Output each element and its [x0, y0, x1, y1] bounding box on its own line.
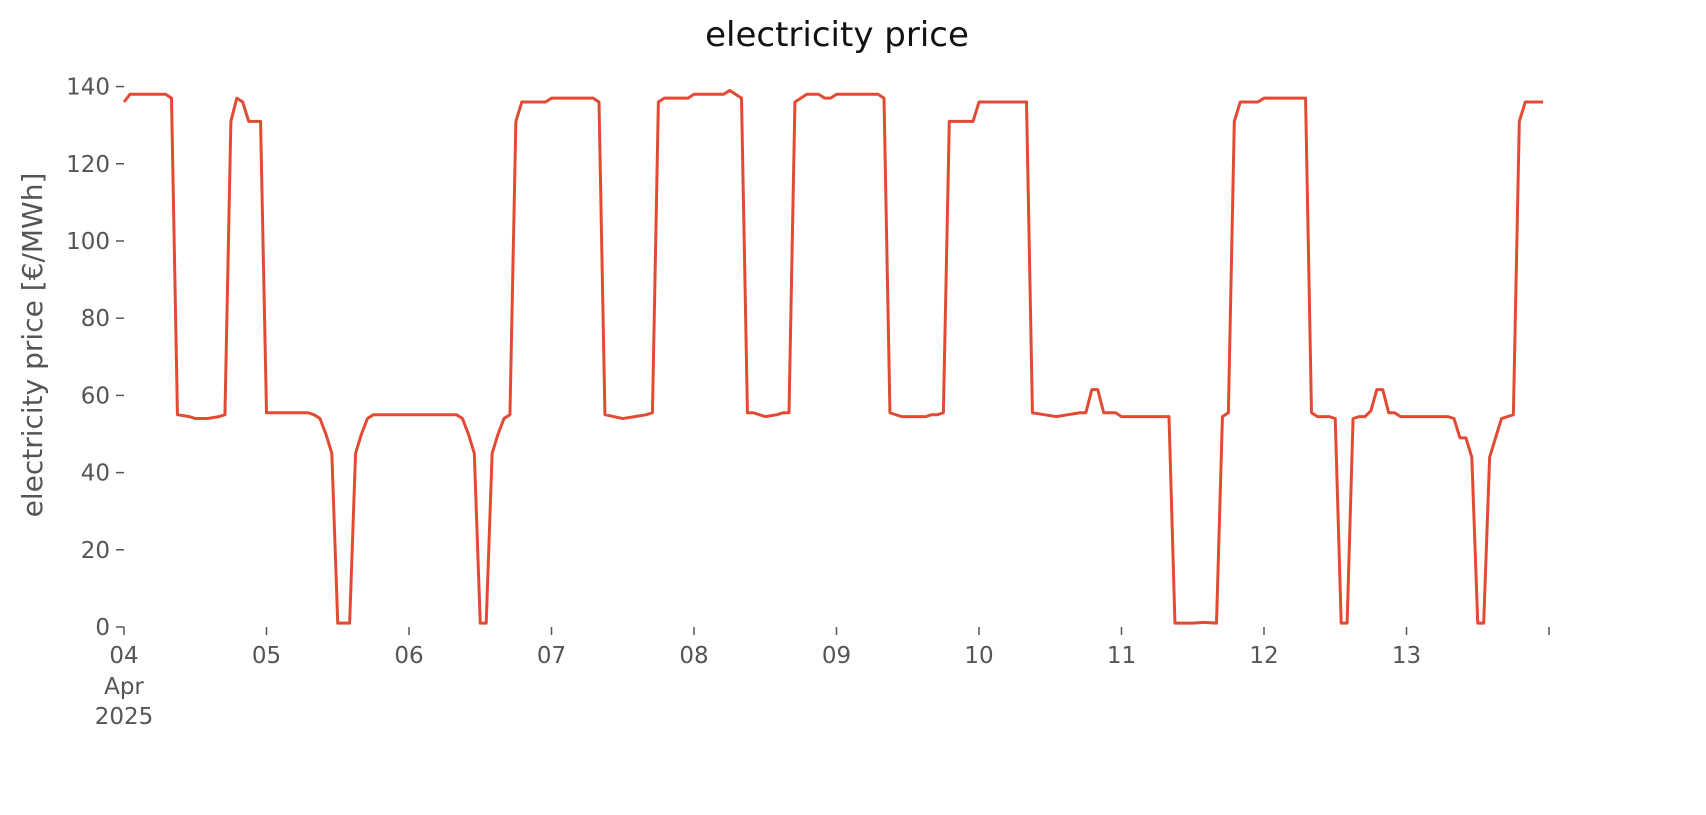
chart-title: electricity price	[705, 15, 969, 55]
y-tick-label: 40	[81, 461, 110, 487]
x-tick-label: 10	[964, 643, 993, 669]
x-month-label: Apr	[104, 674, 144, 700]
x-tick-label: 04	[109, 643, 138, 669]
y-tick-label: 140	[66, 75, 110, 101]
x-tick-label: 09	[822, 643, 851, 669]
y-tick-label: 60	[81, 383, 110, 409]
y-tick-label: 100	[66, 229, 110, 255]
y-tick-label: 120	[66, 152, 110, 178]
x-tick-label: 05	[252, 643, 281, 669]
price-line	[122, 88, 1544, 625]
y-tick-label: 80	[81, 306, 110, 332]
x-tick-label: 08	[679, 643, 708, 669]
x-year-label: 2025	[95, 704, 154, 730]
x-tick-label: 06	[394, 643, 423, 669]
y-tick-label: 20	[81, 538, 110, 564]
y-axis-label: electricity price [€/MWh]	[16, 173, 49, 518]
y-tick-label: 0	[95, 615, 110, 641]
x-tick-label: 11	[1107, 643, 1136, 669]
x-tick-label: 07	[537, 643, 566, 669]
x-tick-label: 12	[1249, 643, 1278, 669]
x-tick-label: 13	[1392, 643, 1421, 669]
